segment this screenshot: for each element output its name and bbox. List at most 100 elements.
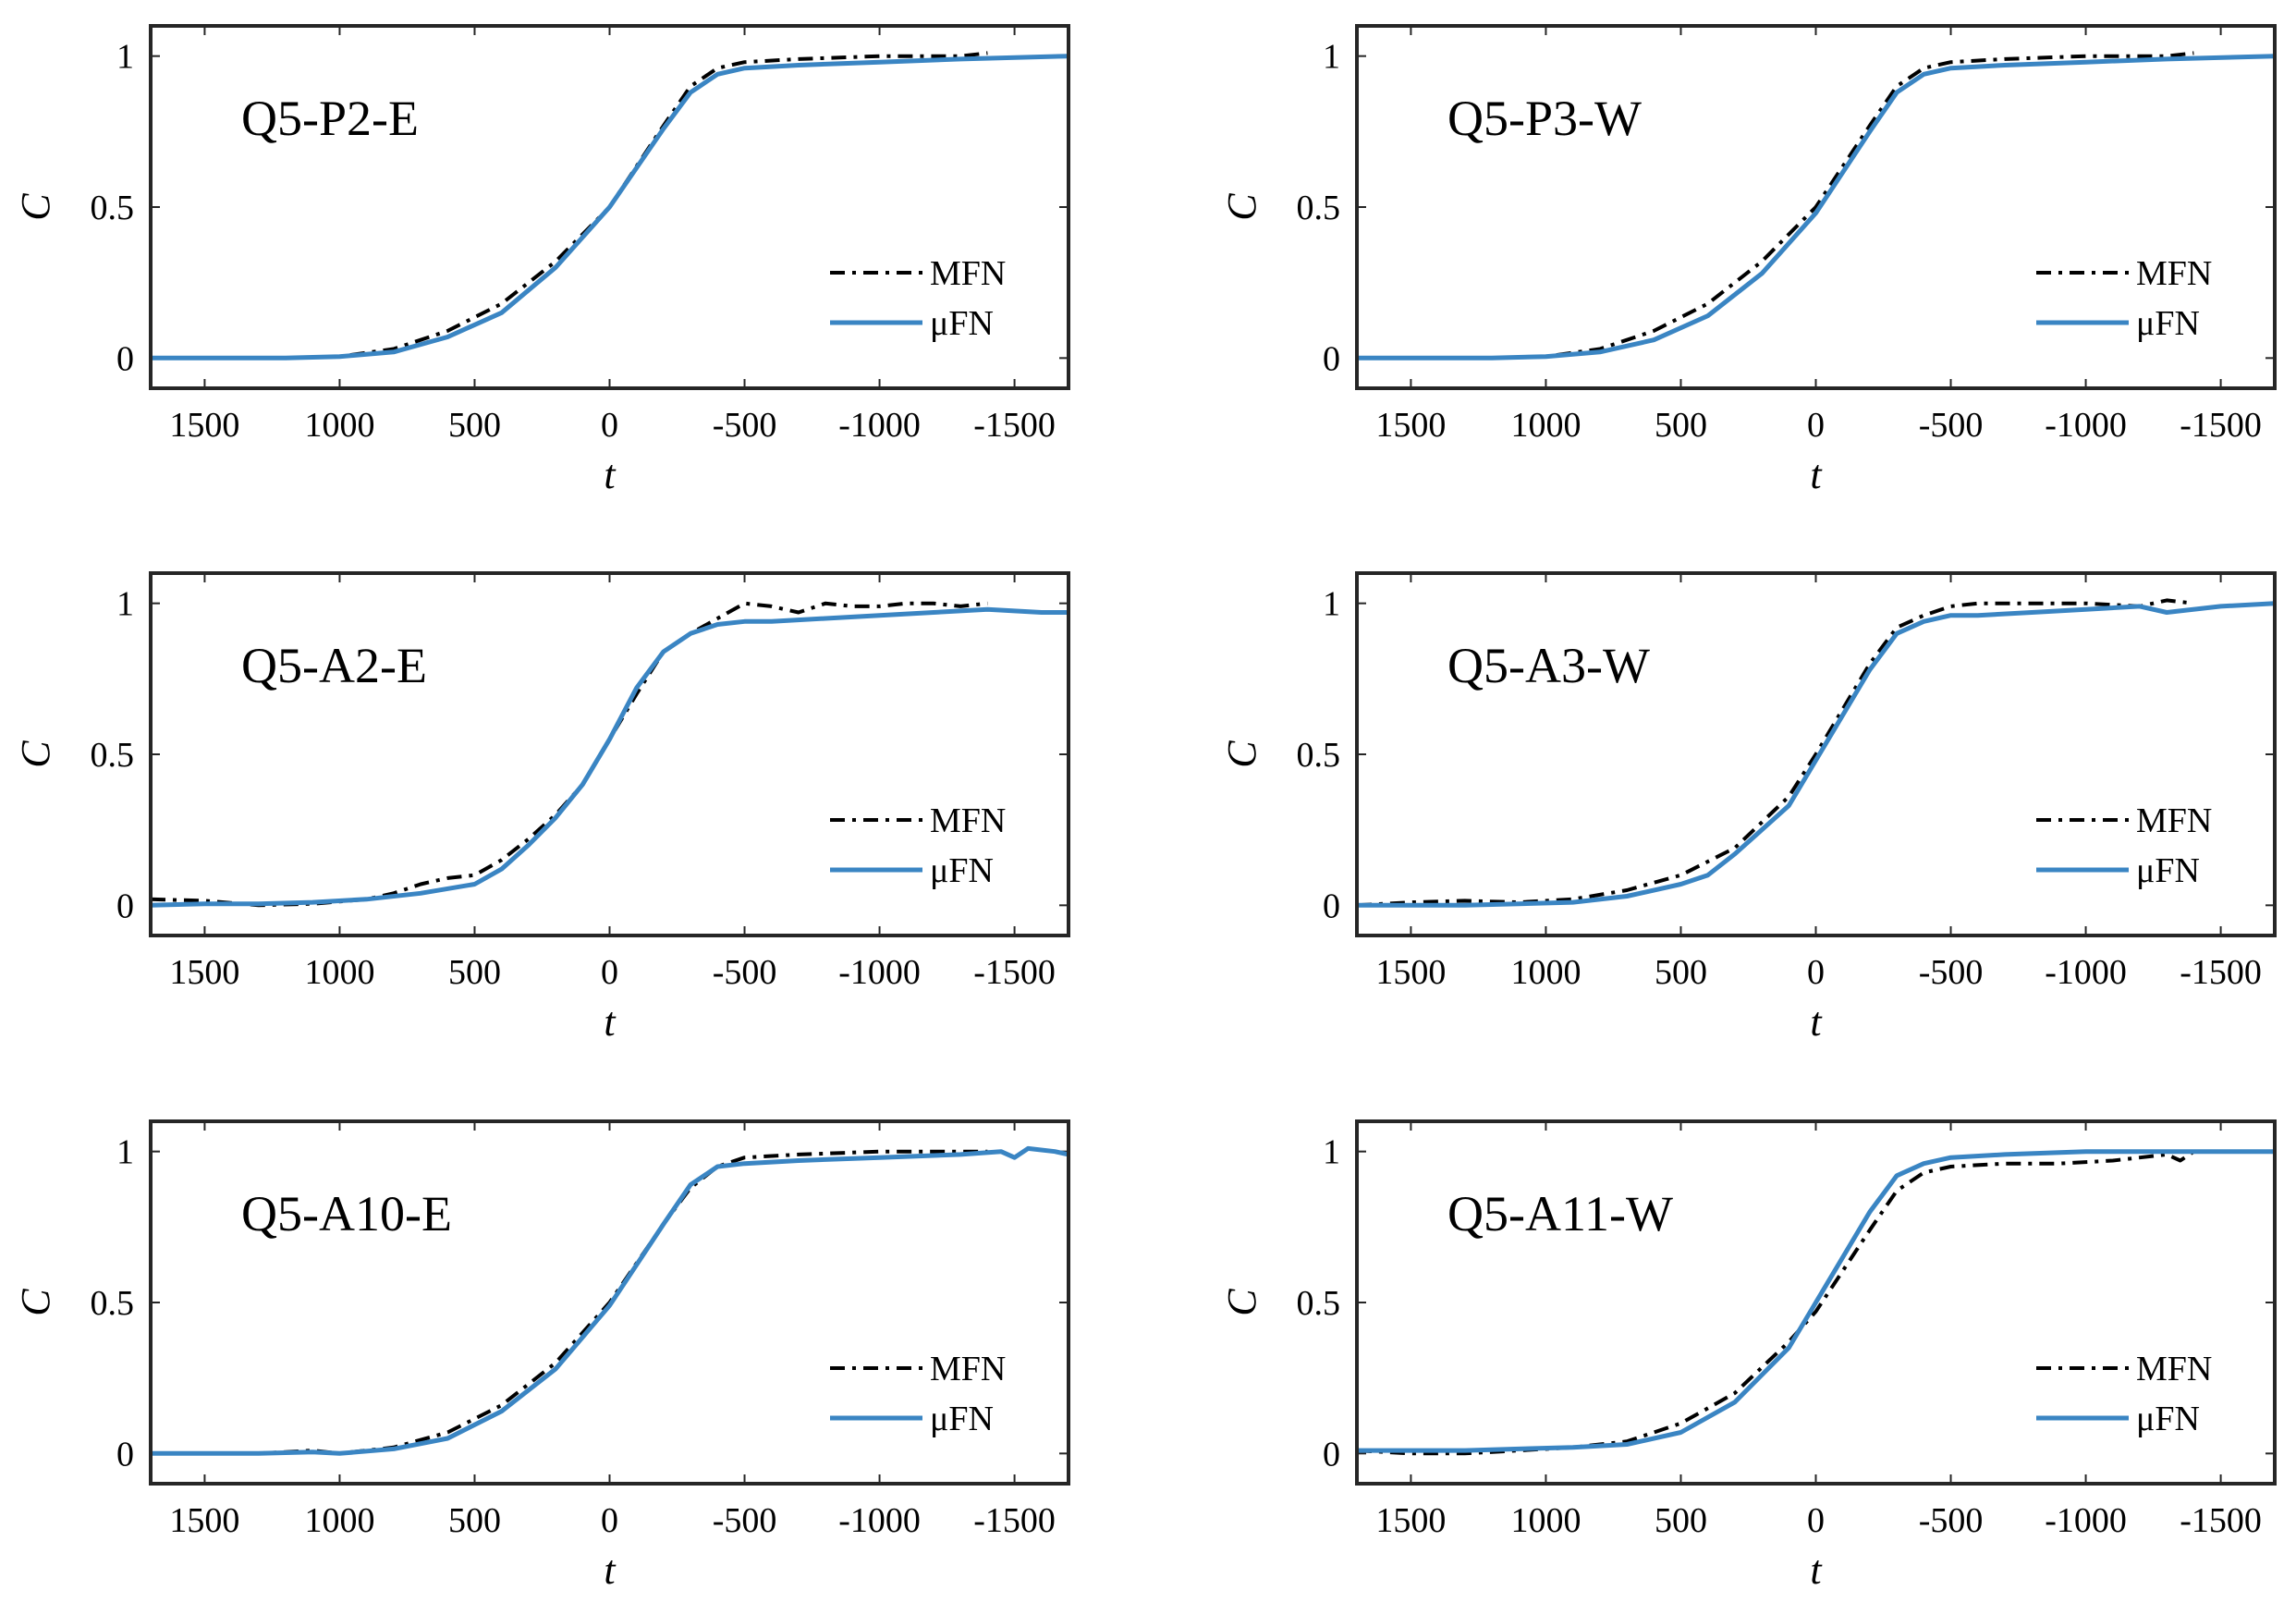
x-tick-label: 0 <box>1807 406 1825 445</box>
axes-frame <box>1355 24 2277 390</box>
chart-panel-1: 1500 1000 500 0 -500 -1000 -1500 0 0.5 1 Q5-P2-E t C… <box>13 24 1070 497</box>
series-line-ufn <box>1357 601 2275 908</box>
series-line-ufn <box>151 54 1069 361</box>
panel-title: Q5-A3-W <box>1447 638 1650 693</box>
x-tick-label: -500 <box>1919 953 1984 992</box>
x-tick-label: 0 <box>601 953 618 992</box>
x-tick-label: 1000 <box>1510 953 1581 992</box>
x-tick-label: -1000 <box>838 1501 921 1540</box>
x-axis-label: t <box>1810 452 1823 497</box>
x-tick-label: 0 <box>1807 953 1825 992</box>
x-tick-label: -1000 <box>2045 953 2127 992</box>
panel-title: Q5-P3-W <box>1447 91 1642 146</box>
chart-panel-3: 1500 1000 500 0 -500 -1000 -1500 0 0.5 1 Q5-A2-E t C… <box>13 571 1070 1045</box>
x-tick-label: 0 <box>601 1501 618 1540</box>
x-tick-label: 1500 <box>169 406 239 445</box>
x-tick-label: 500 <box>448 1501 501 1540</box>
x-tick-label: 1500 <box>1375 953 1446 992</box>
y-tick-label: 0 <box>116 339 134 378</box>
x-tick-label: -1000 <box>2045 1501 2127 1540</box>
x-tick-label: -500 <box>713 953 777 992</box>
y-tick-label: 0 <box>116 1435 134 1474</box>
y-tick-label: 0.5 <box>1297 189 1341 227</box>
y-axis-label: C <box>1219 740 1264 768</box>
axes-frame <box>149 24 1070 390</box>
y-tick-label: 0 <box>1323 887 1340 925</box>
x-tick-label: 1000 <box>1510 406 1581 445</box>
y-axis-label: C <box>1219 193 1264 221</box>
axes-frame <box>1355 1119 2277 1486</box>
x-tick-label: -1000 <box>838 953 921 992</box>
y-tick-label: 1 <box>116 1133 134 1172</box>
series-line-ufn <box>1357 1149 2275 1453</box>
y-axis-label: C <box>13 740 58 768</box>
legend-label-ufn: μFN <box>930 851 994 890</box>
y-tick-label: 0.5 <box>91 736 135 775</box>
legend-label-ufn: μFN <box>2136 1400 2200 1438</box>
y-axis-label: C <box>13 1289 58 1316</box>
x-axis-label: t <box>604 1547 617 1593</box>
x-tick-label: 1000 <box>304 953 374 992</box>
x-tick-label: 0 <box>601 406 618 445</box>
x-tick-label: -500 <box>713 406 777 445</box>
y-tick-label: 1 <box>116 38 134 77</box>
x-tick-label: 500 <box>448 953 501 992</box>
y-tick-label: 1 <box>1323 1133 1340 1172</box>
x-tick-label: -1500 <box>973 406 1056 445</box>
legend-label-mfn: MFN <box>2136 1350 2212 1388</box>
series-line-mfn <box>151 601 988 908</box>
x-tick-label: -500 <box>713 1501 777 1540</box>
y-tick-label: 1 <box>116 585 134 624</box>
y-tick-label: 0.5 <box>1297 1284 1341 1323</box>
x-tick-label: -1500 <box>973 953 1056 992</box>
y-axis-label: C <box>13 193 58 221</box>
x-tick-label: -1500 <box>2180 406 2262 445</box>
panel-title: Q5-A2-E <box>241 638 427 693</box>
panel-title: Q5-A10-E <box>241 1186 452 1241</box>
x-tick-label: 1500 <box>169 953 239 992</box>
y-tick-label: 1 <box>1323 585 1340 624</box>
y-tick-label: 0 <box>1323 1435 1340 1474</box>
chart-panel-5: 1500 1000 500 0 -500 -1000 -1500 0 0.5 1 Q5-A10-E t… <box>13 1119 1070 1593</box>
x-axis-label: t <box>1810 999 1823 1045</box>
x-tick-label: -1000 <box>838 406 921 445</box>
x-tick-label: -500 <box>1919 406 1984 445</box>
x-tick-label: 500 <box>1655 1501 1707 1540</box>
x-tick-label: 500 <box>1655 406 1707 445</box>
y-tick-label: 0.5 <box>91 1284 135 1323</box>
x-tick-label: -1500 <box>973 1501 1056 1540</box>
x-tick-label: 1500 <box>1375 406 1446 445</box>
legend-label-mfn: MFN <box>930 254 1006 293</box>
y-axis-label: C <box>1219 1289 1264 1316</box>
legend-label-mfn: MFN <box>930 1350 1006 1388</box>
series-line-ufn <box>1357 54 2275 361</box>
y-tick-label: 0.5 <box>91 189 135 227</box>
y-tick-label: 1 <box>1323 38 1340 77</box>
x-tick-label: 1000 <box>1510 1501 1581 1540</box>
chart-panel-6: 1500 1000 500 0 -500 -1000 -1500 0 0.5 1 Q5-A11-W t… <box>1219 1119 2277 1593</box>
chart-panel-2: 1500 1000 500 0 -500 -1000 -1500 0 0.5 1 Q5-P3-W t C… <box>1219 24 2277 497</box>
x-tick-label: -1500 <box>2180 953 2262 992</box>
x-axis-label: t <box>604 452 617 497</box>
x-axis-label: t <box>604 999 617 1045</box>
plot-area <box>151 573 1069 936</box>
x-tick-label: 0 <box>1807 1501 1825 1540</box>
x-tick-label: 1500 <box>1375 1501 1446 1540</box>
legend-label-mfn: MFN <box>2136 801 2212 840</box>
x-tick-label: 500 <box>1655 953 1707 992</box>
x-tick-label: -1000 <box>2045 406 2127 445</box>
x-tick-label: 1000 <box>304 406 374 445</box>
chart-panel-4: 1500 1000 500 0 -500 -1000 -1500 0 0.5 1 Q5-A3-W t C… <box>1219 571 2277 1045</box>
x-tick-label: -500 <box>1919 1501 1984 1540</box>
legend-label-ufn: μFN <box>930 1400 994 1438</box>
legend-label-ufn: μFN <box>2136 304 2200 343</box>
legend-label-ufn: μFN <box>930 304 994 343</box>
axes-frame <box>149 1119 1070 1486</box>
panel-title: Q5-P2-E <box>241 91 419 146</box>
y-tick-label: 0 <box>1323 339 1340 378</box>
x-tick-label: 1500 <box>169 1501 239 1540</box>
series-line-mfn <box>151 1149 988 1456</box>
panel-title: Q5-A11-W <box>1447 1186 1673 1241</box>
axes-frame <box>149 571 1070 937</box>
